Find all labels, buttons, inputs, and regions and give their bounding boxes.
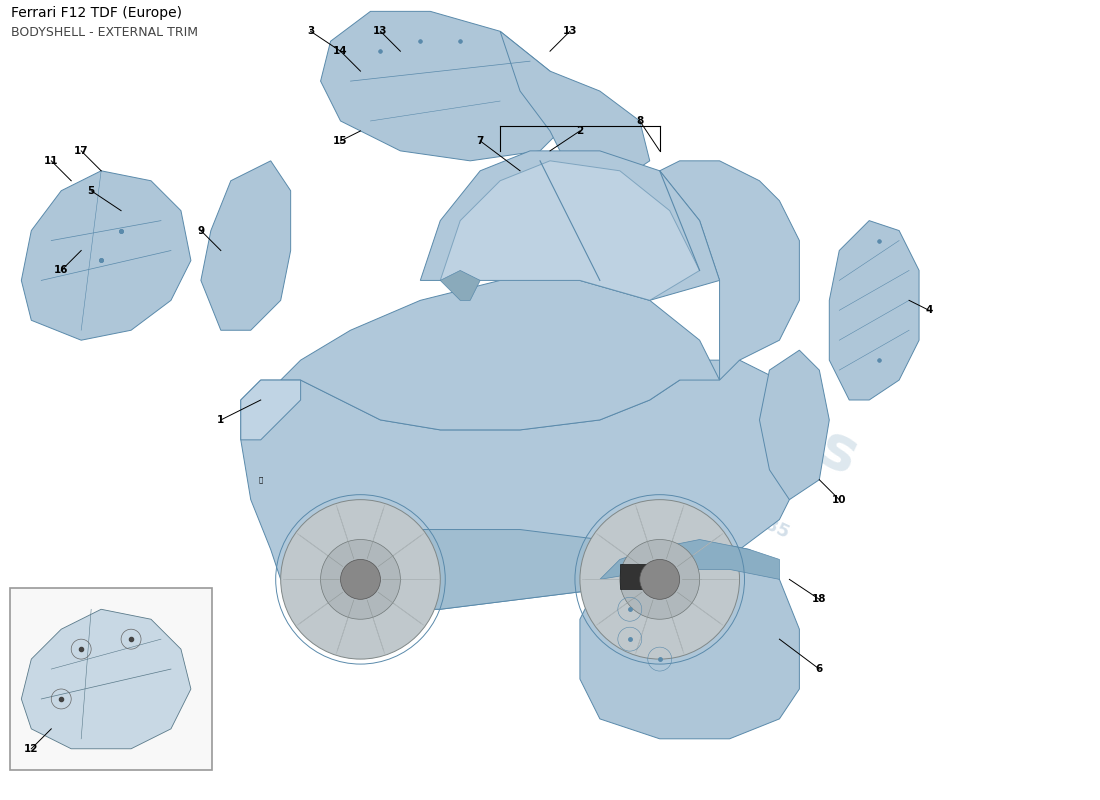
Circle shape [341, 559, 381, 599]
Circle shape [580, 500, 739, 659]
Text: 7: 7 [476, 136, 484, 146]
Polygon shape [420, 151, 719, 300]
Text: 8: 8 [636, 116, 644, 126]
Polygon shape [759, 350, 829, 500]
Text: 6: 6 [816, 664, 823, 674]
Polygon shape [660, 161, 800, 380]
Text: Ferrari F12 TDF (Europe): Ferrari F12 TDF (Europe) [11, 6, 183, 20]
Text: 2: 2 [576, 126, 583, 136]
Text: 3: 3 [307, 26, 315, 36]
Text: BODYSHELL - EXTERNAL TRIM: BODYSHELL - EXTERNAL TRIM [11, 26, 198, 39]
Text: 16: 16 [54, 266, 68, 275]
Text: 9: 9 [197, 226, 205, 235]
Polygon shape [201, 161, 290, 330]
Text: 13: 13 [373, 26, 387, 36]
Text: 5: 5 [88, 186, 95, 196]
Polygon shape [580, 539, 800, 739]
Text: 18: 18 [812, 594, 826, 604]
Text: 1: 1 [217, 415, 224, 425]
Text: 13: 13 [563, 26, 578, 36]
Polygon shape [21, 610, 191, 749]
Text: 14: 14 [333, 46, 348, 56]
Polygon shape [440, 161, 700, 300]
Text: a passion for parts since 1985: a passion for parts since 1985 [508, 397, 792, 542]
Text: 🐴: 🐴 [258, 477, 263, 483]
Text: 10: 10 [832, 494, 847, 505]
Circle shape [640, 559, 680, 599]
FancyBboxPatch shape [619, 565, 660, 590]
Polygon shape [21, 170, 191, 340]
Polygon shape [241, 360, 800, 610]
Polygon shape [500, 31, 650, 181]
Polygon shape [829, 221, 920, 400]
Polygon shape [320, 11, 570, 161]
Text: 17: 17 [74, 146, 88, 156]
FancyBboxPatch shape [10, 588, 212, 770]
Text: 11: 11 [44, 156, 58, 166]
Text: 4: 4 [925, 306, 933, 315]
Polygon shape [241, 380, 300, 440]
Circle shape [320, 539, 400, 619]
Text: 15: 15 [333, 136, 348, 146]
Polygon shape [280, 281, 719, 430]
Polygon shape [300, 530, 680, 610]
Circle shape [619, 539, 700, 619]
Circle shape [280, 500, 440, 659]
Text: eurospares: eurospares [492, 272, 867, 489]
Polygon shape [600, 539, 780, 579]
Polygon shape [440, 270, 481, 300]
Text: 12: 12 [24, 744, 38, 754]
